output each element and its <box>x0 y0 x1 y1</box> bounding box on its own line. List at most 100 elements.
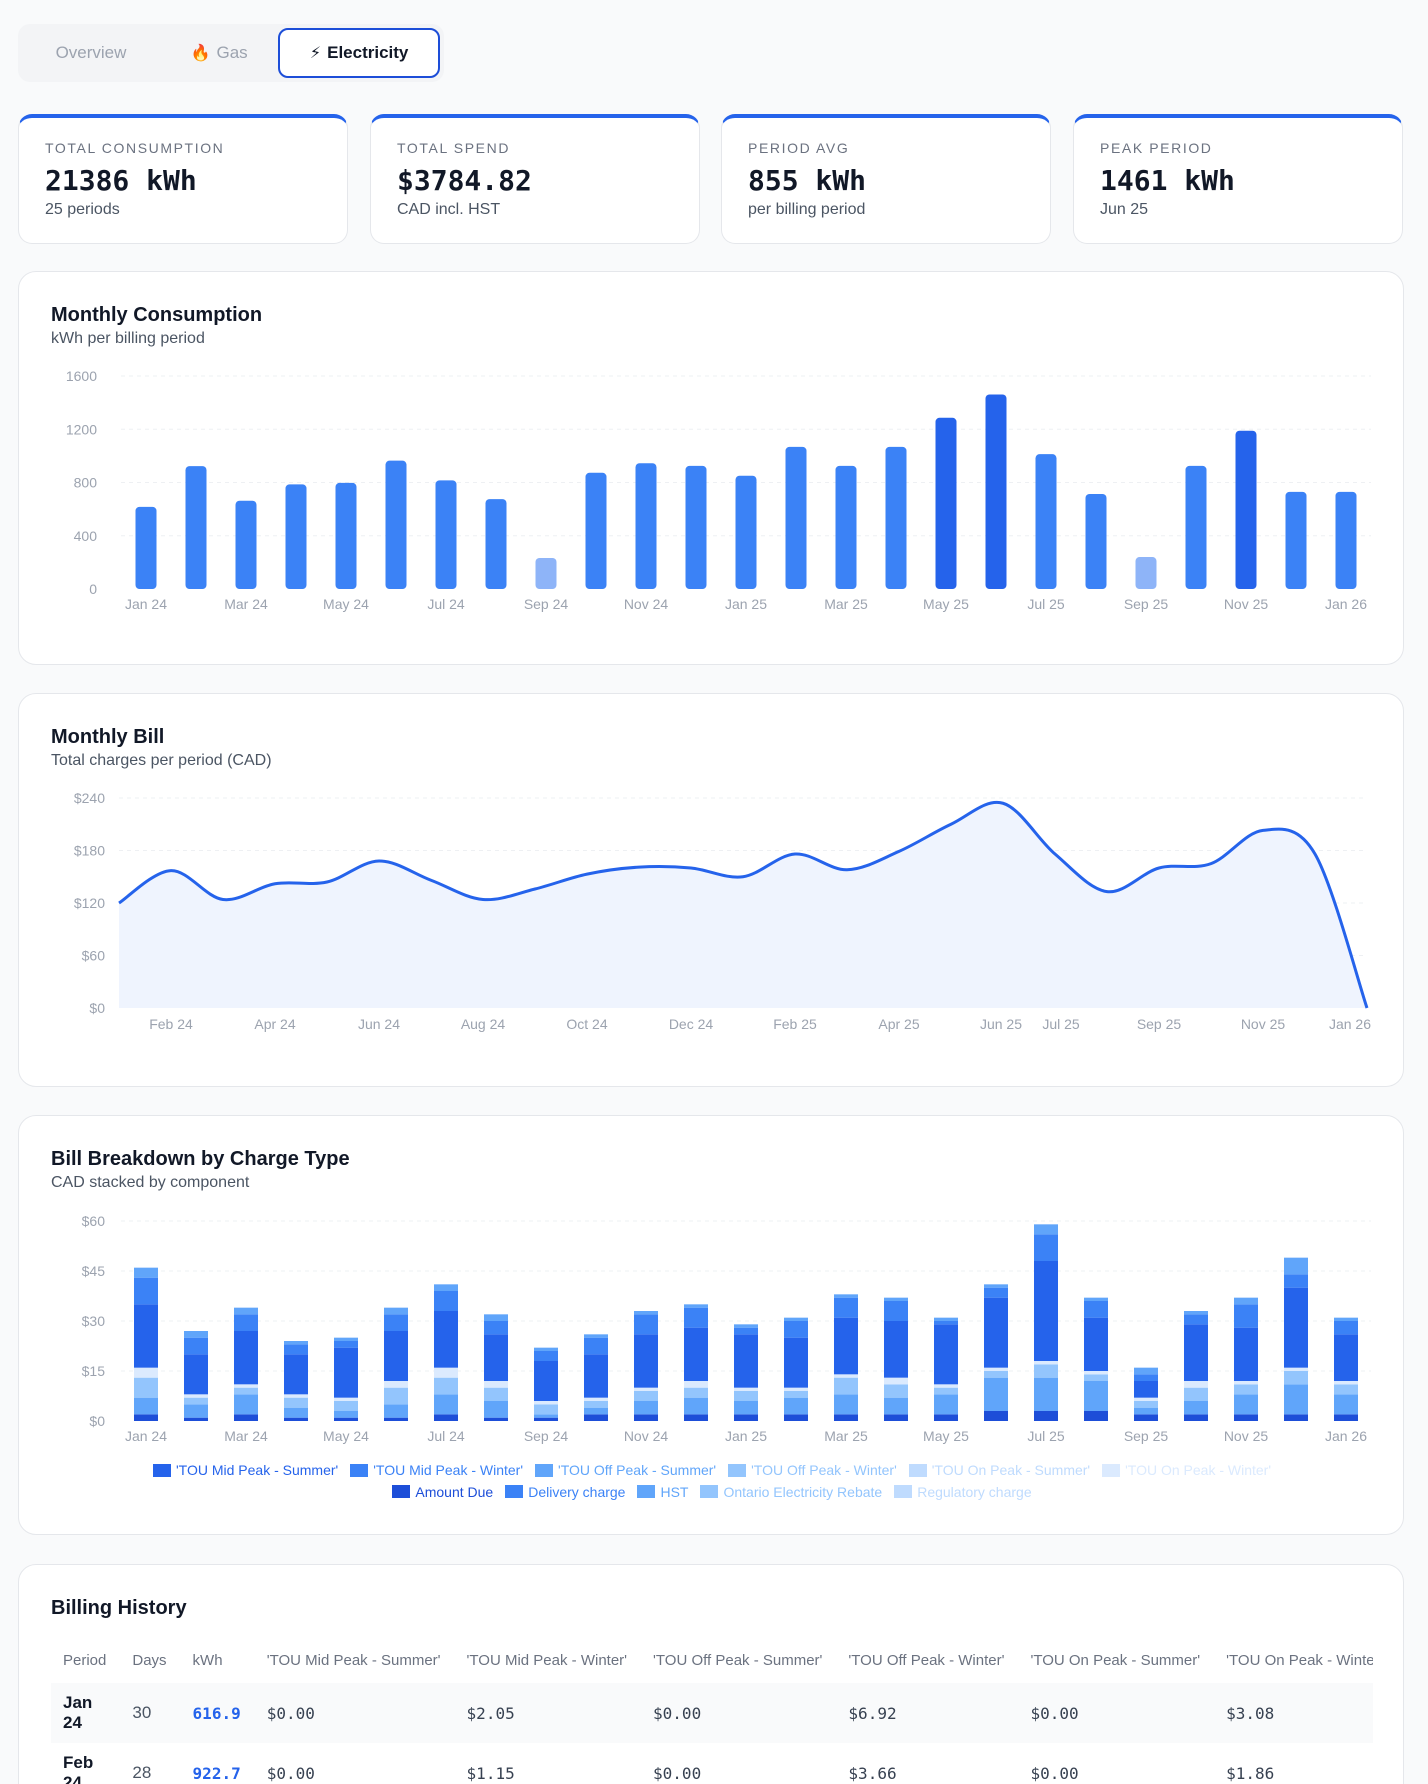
column-header[interactable]: 'TOU Mid Peak - Winter' <box>466 1651 628 1669</box>
x-tick-label: Jul 25 <box>1027 596 1065 612</box>
consumption-bar <box>1085 493 1107 589</box>
legend-label: Ontario Electricity Rebate <box>723 1483 883 1500</box>
legend-item[interactable]: HST <box>637 1482 688 1502</box>
breakdown-segment <box>234 1314 258 1331</box>
y-tick-label: $180 <box>74 843 105 859</box>
legend-item[interactable]: 'TOU Off Peak - Winter' <box>728 1460 897 1480</box>
x-tick-label: Sep 24 <box>524 1428 569 1444</box>
legend-item[interactable]: 'TOU Mid Peak - Summer' <box>152 1460 338 1480</box>
breakdown-segment <box>334 1411 358 1418</box>
breakdown-segment <box>734 1327 758 1335</box>
breakdown-segment <box>1084 1374 1108 1381</box>
breakdown-segment <box>434 1394 458 1415</box>
legend-item[interactable]: 'TOU Off Peak - Summer' <box>535 1460 716 1480</box>
breakdown-segment <box>884 1297 908 1301</box>
breakdown-segment <box>484 1314 508 1321</box>
legend-item[interactable]: 'TOU On Peak - Winter' <box>1102 1460 1271 1480</box>
consumption-bar <box>335 482 357 589</box>
breakdown-segment <box>284 1397 308 1408</box>
legend-label: 'TOU Off Peak - Winter' <box>751 1462 897 1478</box>
monthly-bill-card: Monthly Bill Total charges per period (C… <box>18 693 1404 1087</box>
breakdown-segment <box>634 1387 658 1391</box>
column-header[interactable]: 'TOU On Peak - Summer' <box>1030 1651 1201 1669</box>
breakdown-segment <box>234 1414 258 1421</box>
breakdown-segment <box>934 1317 958 1321</box>
consumption-bar <box>885 446 907 589</box>
breakdown-segment <box>784 1414 808 1421</box>
x-tick-label: Jan 24 <box>125 596 167 612</box>
breakdown-segment <box>984 1377 1008 1411</box>
charge-cell: $3.08 <box>1214 1683 1373 1743</box>
breakdown-segment <box>184 1394 208 1398</box>
legend-item[interactable]: Ontario Electricity Rebate <box>700 1482 882 1502</box>
billing-history-table-wrapper[interactable]: Period Days kWh 'TOU Mid Peak - Summer' … <box>51 1637 1373 1784</box>
legend-item[interactable]: 'TOU Mid Peak - Winter' <box>350 1460 523 1480</box>
legend-swatch <box>535 1463 554 1477</box>
consumption-bar <box>785 446 807 589</box>
x-tick-label: Jan 25 <box>725 596 767 612</box>
column-header[interactable]: Period <box>63 1651 107 1669</box>
y-tick-label: 1600 <box>66 368 97 384</box>
table-title: Billing History <box>51 1597 187 1619</box>
x-tick-label: Nov 24 <box>624 1428 669 1444</box>
bill-line <box>118 800 1369 1009</box>
legend-swatch <box>700 1485 719 1498</box>
tab-gas[interactable]: 🔥 Gas <box>160 28 278 78</box>
breakdown-segment <box>334 1417 358 1421</box>
consumption-bar <box>935 417 957 589</box>
breakdown-stacked-bar-chart: $0 $15 $30 $45 $60 Jan 24 Mar 24 May 24 Jul 24 Se… <box>82 1213 1371 1444</box>
breakdown-segment <box>1284 1287 1308 1368</box>
breakdown-segment <box>784 1397 808 1415</box>
column-header[interactable]: 'TOU On Peak - Winter' <box>1226 1651 1373 1669</box>
charge-cell: $0.00 <box>653 1763 702 1783</box>
column-header[interactable]: 'TOU Off Peak - Winter' <box>848 1651 1005 1669</box>
x-tick-label: Sep 25 <box>1124 1428 1169 1444</box>
breakdown-segment <box>634 1311 658 1315</box>
consumption-bar <box>1285 491 1307 589</box>
breakdown-segment <box>884 1377 908 1385</box>
breakdown-segment <box>834 1294 858 1298</box>
breakdown-segment <box>534 1401 558 1405</box>
tab-electricity[interactable]: ⚡ Electricity <box>278 28 440 78</box>
breakdown-segment <box>1134 1407 1158 1415</box>
column-header[interactable]: Days <box>132 1651 167 1669</box>
breakdown-segment <box>1184 1401 1208 1415</box>
x-tick-label: Sep 25 <box>1124 596 1169 612</box>
stat-value: 855 kWh <box>748 164 867 197</box>
breakdown-segment <box>984 1287 1008 1298</box>
legend-item[interactable]: Regulatory charge <box>894 1482 1032 1502</box>
legend-item[interactable]: Amount Due <box>392 1482 493 1502</box>
consumption-bar <box>1235 430 1257 589</box>
x-tick-label: Jun 24 <box>358 1016 400 1032</box>
breakdown-segment <box>1134 1381 1158 1398</box>
column-header[interactable]: 'TOU Off Peak - Summer' <box>653 1651 823 1669</box>
breakdown-segment <box>1334 1414 1358 1421</box>
breakdown-segment <box>234 1387 258 1395</box>
x-tick-label: Apr 24 <box>254 1016 295 1032</box>
breakdown-segment <box>834 1317 858 1375</box>
breakdown-segment <box>484 1401 508 1418</box>
x-tick-label: Jul 24 <box>427 596 465 612</box>
breakdown-segment <box>1284 1384 1308 1415</box>
breakdown-segment <box>734 1324 758 1328</box>
legend-label: 'TOU On Peak - Summer' <box>931 1462 1091 1478</box>
breakdown-segment <box>1084 1371 1108 1375</box>
tab-overview[interactable]: Overview <box>22 28 160 78</box>
legend-item[interactable]: 'TOU On Peak - Summer' <box>908 1460 1091 1480</box>
consumption-bar <box>235 500 257 589</box>
breakdown-segment <box>884 1397 908 1415</box>
consumption-bar <box>135 506 157 589</box>
legend-item[interactable]: Delivery charge <box>505 1482 625 1502</box>
column-header[interactable]: kWh <box>192 1651 223 1669</box>
stat-value: $3784.82 <box>397 164 532 197</box>
y-tick-label: 0 <box>89 581 97 597</box>
column-header[interactable]: 'TOU Mid Peak - Summer' <box>266 1651 441 1669</box>
charge-cell: $0.00 <box>1018 1683 1215 1743</box>
consumption-bar <box>1335 491 1357 589</box>
breakdown-segment <box>184 1331 208 1338</box>
legend-label: HST <box>660 1483 689 1500</box>
breakdown-segment <box>934 1387 958 1395</box>
lightning-icon: ⚡ <box>309 45 322 62</box>
charge-cell: $3.66 <box>848 1763 897 1783</box>
table-header-row: Period Days kWh 'TOU Mid Peak - Summer' … <box>51 1637 1373 1683</box>
